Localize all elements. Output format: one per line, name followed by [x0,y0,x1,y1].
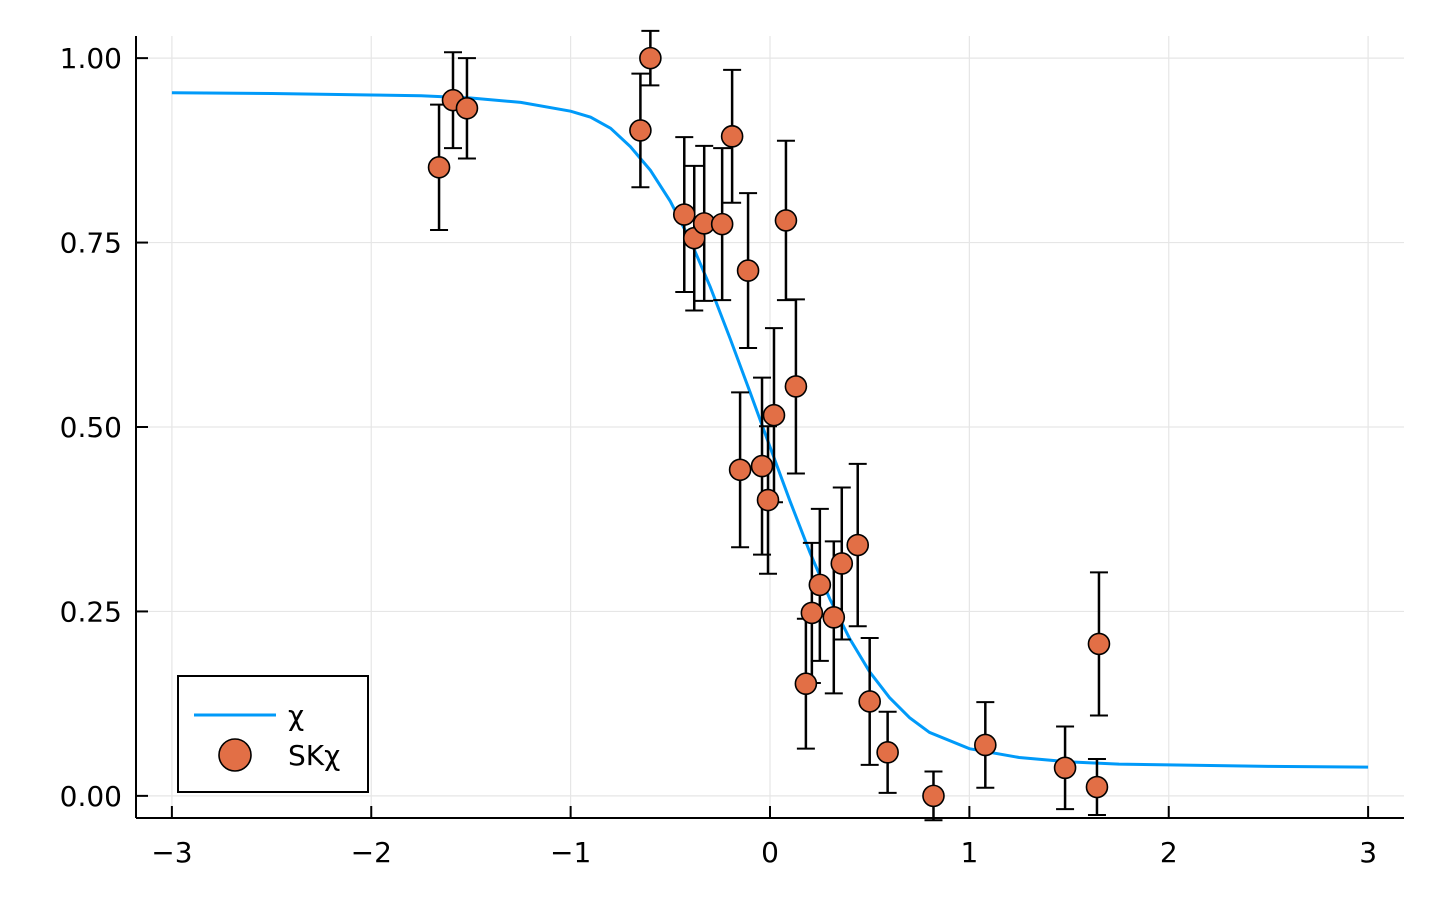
skchi-point [720,125,744,148]
skchi-point [455,96,479,120]
x-tick-label: −2 [351,836,392,869]
skchi-point [1085,775,1109,799]
x-tick-label: −1 [550,836,591,869]
skchi-point [794,672,818,696]
skchi-point [756,488,780,512]
skchi-point [639,46,662,70]
legend-label-chi: χ [288,699,304,732]
axes: −3 −2 −1 0 1 2 3 0.00 0.25 0.50 0.75 1.00 [60,36,1404,869]
y-tick-label: 0.75 [60,227,122,260]
skchi-point [1087,632,1111,656]
grid [136,36,1404,818]
x-tick-label: −3 [151,836,192,869]
x-tick-label: 2 [1160,836,1178,869]
skchi-point [822,606,846,629]
skchi-point [858,690,881,713]
skchi-point [762,403,786,427]
skchi-point [784,375,808,398]
skchi-point [800,601,824,625]
skchi-point [774,209,798,232]
x-tick-label: 3 [1359,836,1377,869]
y-tick-label: 0.00 [60,780,122,813]
scatter-points [427,46,1111,808]
skchi-point [846,533,870,557]
skchi-point [629,119,652,142]
skchi-point [728,458,752,482]
skchi-point [808,573,832,597]
legend: χ SKχ [177,675,369,793]
y-tick-label: 0.50 [60,411,122,444]
error-bars [430,29,1108,822]
legend-marker-swatch [218,738,252,772]
chi-line [171,91,1369,769]
skchi-point [876,741,899,764]
y-tick-label: 1.00 [60,42,122,75]
x-tick-label: 1 [960,836,978,869]
skchi-point [974,733,997,757]
skchi-point [750,454,774,478]
series-line [171,91,1369,769]
legend-label-skchi: SKχ [288,739,340,772]
skchi-point [427,156,451,179]
legend-box [177,675,369,793]
skchi-point [1053,756,1077,780]
y-tick-label: 0.25 [60,595,122,628]
skchi-point [736,259,760,282]
x-tick-label: 0 [761,836,779,869]
skchi-point [830,552,854,575]
skchi-point [710,212,734,236]
skchi-point [672,203,696,226]
skchi-point [922,784,945,808]
